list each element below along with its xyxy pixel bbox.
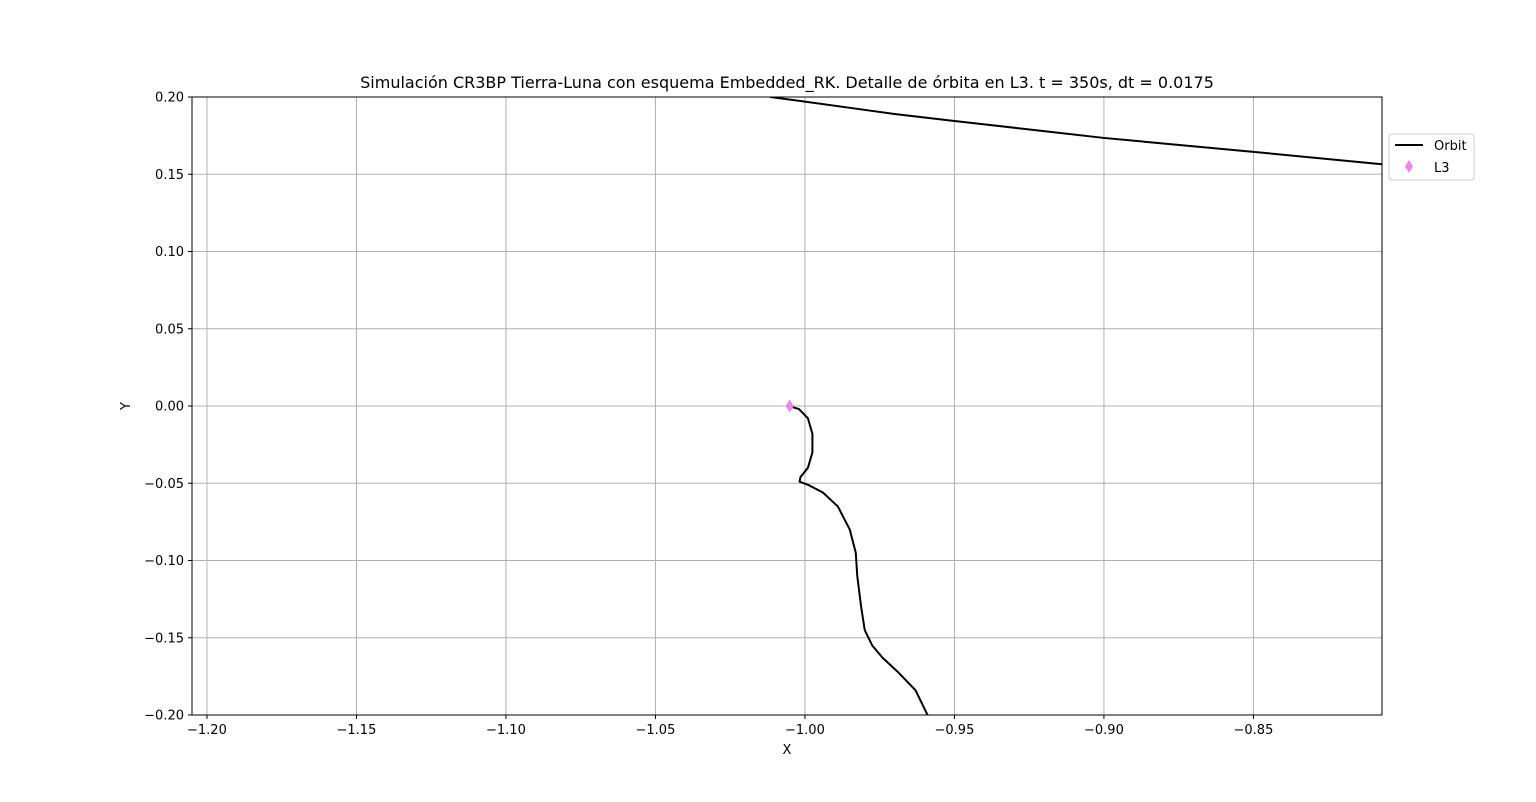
orbit-line-segment: [769, 97, 1382, 166]
x-axis-label: X: [783, 743, 792, 758]
legend-l3-marker: [1405, 160, 1413, 173]
x-tick-label: −1.15: [337, 723, 377, 738]
y-tick-label: −0.05: [144, 477, 184, 492]
x-tick-label: −0.90: [1084, 723, 1124, 738]
y-tick-label: −0.15: [144, 631, 184, 646]
x-tick-label: −1.10: [486, 723, 526, 738]
y-tick-label: 0.15: [155, 168, 184, 183]
legend: Orbit L3: [1388, 133, 1475, 181]
legend-l3-label: L3: [1434, 161, 1450, 176]
axis-ticks: −1.20 −1.15 −1.10 −1.05 −1.00 −0.95 −0.90 −0.85…: [144, 91, 1273, 739]
x-tick-label: −1.20: [187, 723, 227, 738]
x-tick-label: −0.95: [935, 723, 975, 738]
y-tick-label: 0.20: [155, 91, 184, 106]
legend-orbit-label: Orbit: [1434, 139, 1467, 154]
y-tick-label: 0.10: [155, 245, 184, 260]
x-tick-label: −1.00: [785, 723, 825, 738]
x-tick-label: −0.85: [1234, 723, 1274, 738]
chart-title: Simulación CR3BP Tierra-Luna con esquema…: [360, 73, 1214, 93]
orbit-line-segment: [788, 405, 929, 715]
y-tick-label: 0.05: [155, 322, 184, 337]
y-tick-label: 0.00: [155, 400, 184, 415]
plot-area: [769, 97, 1382, 715]
l3-point-marker: [785, 399, 794, 413]
x-tick-label: −1.05: [636, 723, 676, 738]
series-layer: [769, 97, 1382, 715]
y-axis-label: Y: [119, 402, 134, 411]
y-tick-label: −0.20: [144, 709, 184, 724]
y-tick-label: −0.10: [144, 554, 184, 569]
